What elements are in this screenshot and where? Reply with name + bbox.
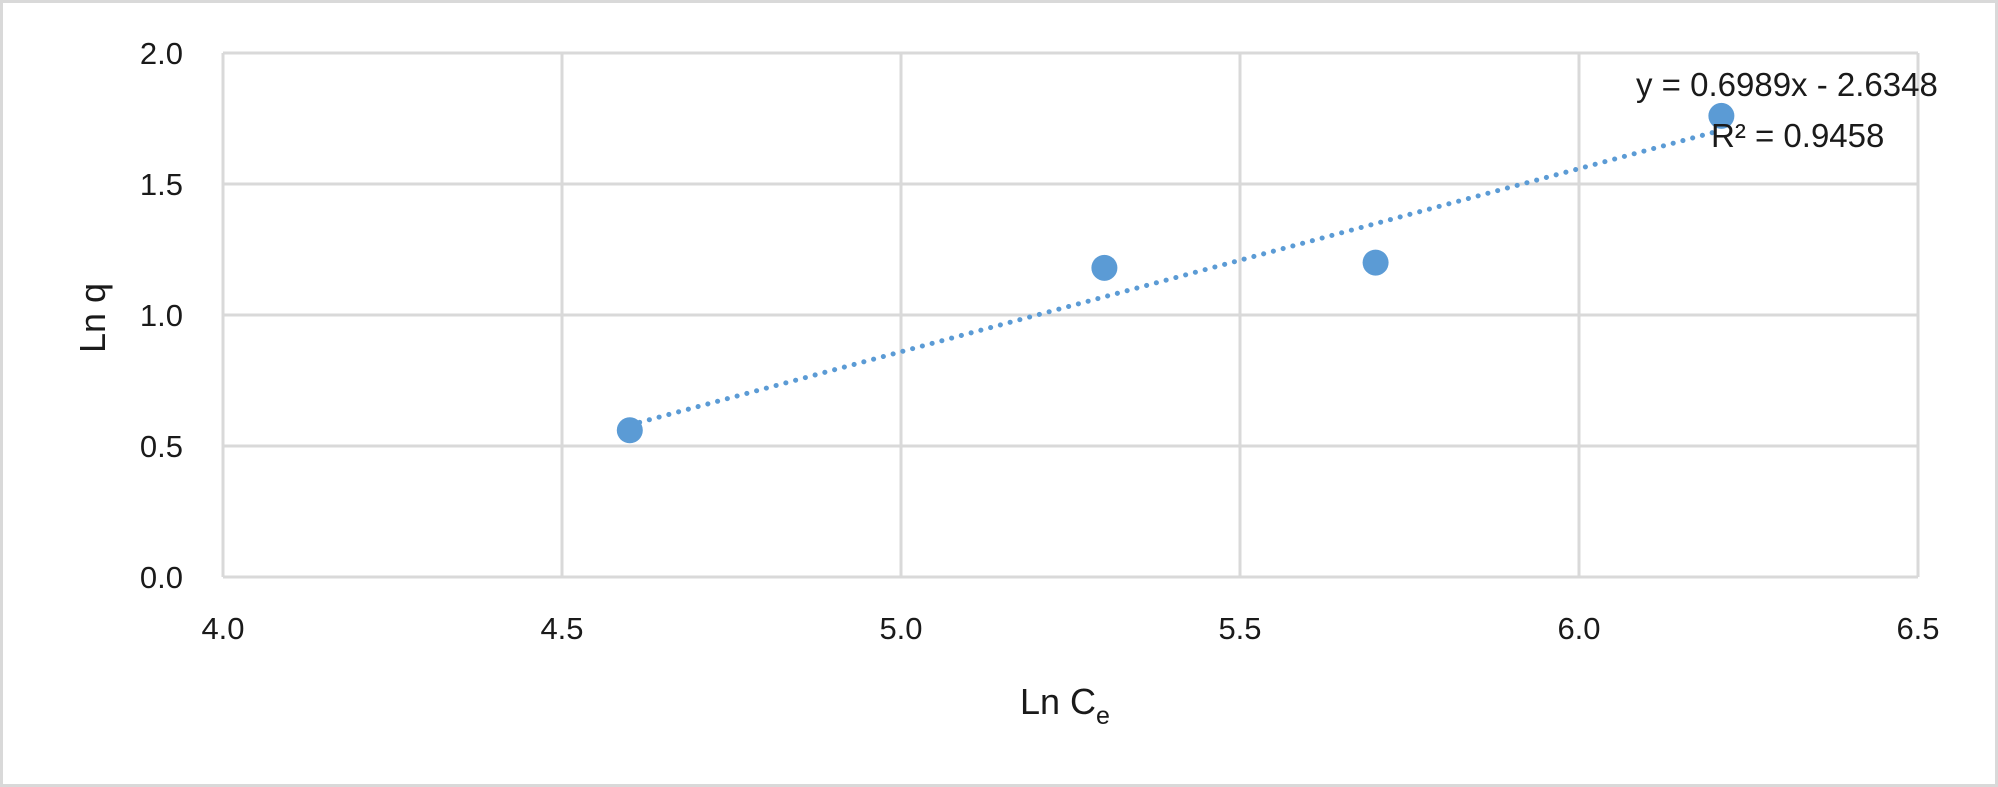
y-tick-label: 1.0 bbox=[140, 298, 183, 333]
grid bbox=[221, 51, 1920, 579]
trendline-r-squared: R² = 0.9458 bbox=[1711, 117, 1884, 154]
data-point bbox=[1091, 254, 1118, 281]
x-tick-labels: 4.0 4.5 5.0 5.5 6.0 6.5 bbox=[201, 611, 1939, 646]
y-tick-labels: 0.0 0.5 1.0 1.5 2.0 bbox=[140, 36, 183, 595]
y-axis-title: Ln q bbox=[72, 283, 113, 353]
x-tick-label: 6.5 bbox=[1896, 611, 1939, 646]
x-tick-label: 4.5 bbox=[540, 611, 583, 646]
data-points bbox=[616, 102, 1735, 444]
data-point bbox=[616, 417, 643, 444]
trendline-group bbox=[627, 127, 1724, 428]
y-tick-label: 0.5 bbox=[140, 429, 183, 464]
y-tick-label: 0.0 bbox=[140, 560, 183, 595]
data-point bbox=[1362, 249, 1389, 276]
x-axis-title-subscript: e bbox=[1096, 702, 1110, 730]
x-axis-title-main: Ln C bbox=[1020, 681, 1096, 722]
trendline bbox=[627, 127, 1724, 428]
data-point bbox=[1708, 102, 1735, 129]
x-tick-label: 5.0 bbox=[879, 611, 922, 646]
x-tick-label: 6.0 bbox=[1557, 611, 1600, 646]
x-axis-title: Ln Ce bbox=[1020, 681, 1110, 730]
y-tick-label: 1.5 bbox=[140, 167, 183, 202]
x-tick-label: 4.0 bbox=[201, 611, 244, 646]
y-tick-label: 2.0 bbox=[140, 36, 183, 71]
x-tick-label: 5.5 bbox=[1218, 611, 1261, 646]
trendline-equation: y = 0.6989x - 2.6348 bbox=[1636, 66, 1938, 103]
